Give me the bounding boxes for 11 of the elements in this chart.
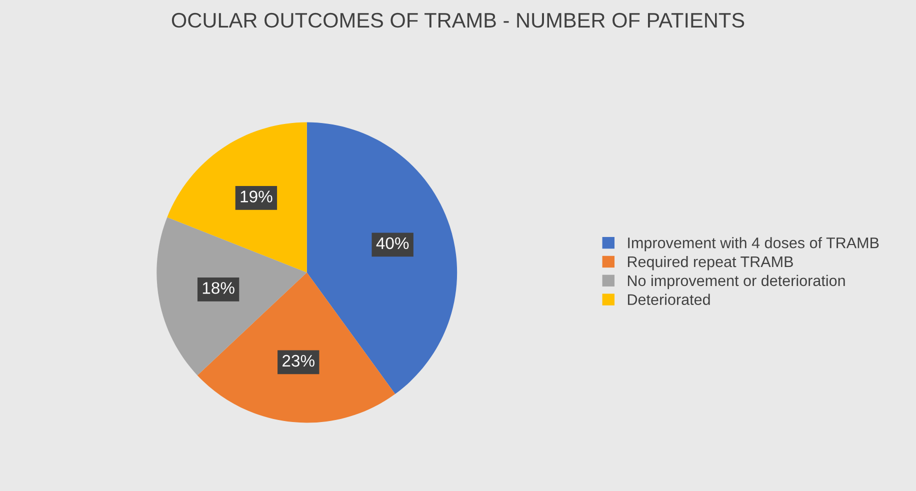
pie-slice — [167, 122, 307, 273]
chart-title: OCULAR OUTCOMES OF TRAMB - NUMBER OF PATIENTS — [172, 12, 744, 28]
legend-label: No improvement or deterioration — [628, 274, 845, 290]
data-label: 23% — [282, 354, 314, 367]
legend-label: Deteriorated — [628, 294, 710, 306]
data-label: 18% — [202, 282, 234, 294]
legend-label: Improvement with 4 doses of TRAMB — [628, 237, 879, 252]
data-label: 19% — [240, 190, 272, 202]
data-label: 40% — [376, 237, 409, 250]
pie-slice — [197, 272, 396, 423]
legend-label: Required repeat TRAMB — [628, 256, 793, 270]
